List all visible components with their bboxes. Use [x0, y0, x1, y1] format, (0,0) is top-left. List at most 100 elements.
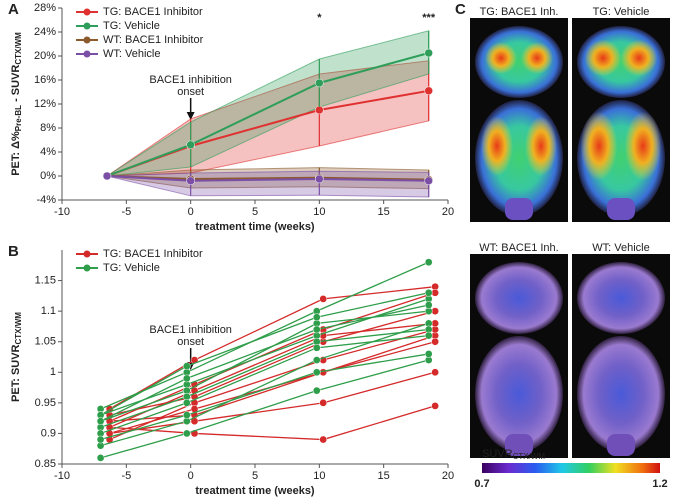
arrow-head	[186, 112, 195, 120]
x-tick-label: -5	[121, 470, 131, 482]
panel-label: C	[455, 1, 466, 18]
data-point	[431, 402, 439, 410]
subject-line	[100, 292, 429, 416]
subject-line	[100, 353, 429, 441]
subject-line	[100, 304, 429, 422]
x-tick-label: 10	[313, 470, 325, 482]
y-tick-label: 4%	[40, 146, 56, 158]
panel-label: A	[8, 1, 19, 18]
title-bg	[470, 4, 568, 18]
brain-axial	[475, 336, 563, 452]
data-point	[431, 368, 439, 377]
y-tick-label: 24%	[34, 26, 56, 38]
x-axis-label: treatment time (weeks)	[195, 221, 315, 233]
data-point	[312, 343, 321, 352]
legend-marker	[83, 22, 91, 30]
data-point	[431, 307, 439, 315]
data-point	[182, 411, 191, 419]
subject-line	[109, 405, 436, 441]
hot-spot	[481, 116, 513, 176]
hot-spot	[580, 111, 618, 181]
hot-spot	[485, 42, 517, 74]
brain-coronal	[475, 262, 563, 334]
data-point	[319, 295, 328, 303]
title-bg	[572, 4, 670, 18]
y-tick-label: 12%	[34, 98, 56, 110]
data-point	[431, 337, 439, 346]
data-point	[182, 374, 191, 383]
data-point	[312, 325, 321, 334]
annotation: onset	[177, 336, 204, 348]
hot-spot	[521, 42, 553, 74]
data-point	[431, 319, 439, 328]
legend-label: WT: Vehicle	[103, 48, 160, 60]
y-tick-label: 0.85	[35, 458, 56, 470]
subject-line	[100, 359, 429, 459]
series-line	[106, 175, 429, 182]
x-tick-label: 10	[313, 206, 325, 218]
panel-label: B	[8, 243, 19, 260]
y-tick-label: 1	[50, 366, 56, 378]
series-line	[106, 52, 429, 177]
legend-marker	[83, 36, 91, 44]
legend-marker	[83, 250, 91, 258]
subject-line	[109, 371, 436, 435]
subject-line	[109, 341, 436, 435]
x-tick-label: -5	[121, 206, 131, 218]
data-point	[186, 140, 195, 150]
brain-stem	[505, 434, 533, 456]
legend-label: TG: Vehicle	[103, 262, 160, 274]
x-tick-label: 0	[188, 470, 194, 482]
y-tick-label: 0%	[40, 170, 56, 182]
y-tick-label: 8%	[40, 122, 56, 134]
colorbar-label-part: CTX/WM	[513, 452, 546, 461]
data-point	[186, 176, 195, 186]
subject-line	[100, 328, 429, 428]
data-point	[315, 78, 324, 88]
legend-label: TG: BACE1 Inhibitor	[103, 6, 203, 18]
subject-line	[109, 286, 436, 410]
colorbar-label-part: SUVR	[482, 448, 513, 460]
image-title: TG: Vehicle	[593, 6, 650, 18]
data-point	[315, 105, 324, 115]
image-title: WT: Vehicle	[592, 242, 649, 254]
significance: *	[317, 12, 322, 24]
y-tick-label: 20%	[34, 50, 56, 62]
x-tick-label: 15	[378, 470, 390, 482]
data-point	[424, 301, 433, 309]
y-tick-label: 0.9	[41, 427, 56, 439]
subject-line	[100, 334, 429, 435]
data-point	[431, 288, 439, 297]
colorbar-max: 1.2	[652, 478, 667, 490]
significance: ***	[422, 12, 436, 24]
data-point	[96, 417, 105, 426]
data-point	[315, 174, 324, 184]
hot-spot	[620, 39, 658, 77]
subject-line	[109, 334, 436, 422]
data-point	[424, 350, 433, 358]
colorbar	[482, 463, 660, 473]
y-axis-label-part: CTX/WM	[14, 32, 23, 65]
title-bg	[470, 240, 568, 254]
brain-stem	[607, 198, 635, 220]
y-tick-label: -4%	[36, 194, 56, 206]
colorbar-label: SUVRCTX/WM	[482, 448, 545, 461]
data-point	[312, 313, 321, 322]
y-tick-label: 0.95	[35, 397, 56, 409]
data-point	[182, 362, 191, 371]
annotation: BACE1 inhibition	[149, 74, 232, 86]
legend-marker	[83, 264, 91, 272]
x-tick-label: -10	[54, 206, 70, 218]
x-tick-label: 20	[442, 470, 454, 482]
colorbar-min: 0.7	[474, 478, 489, 490]
x-tick-label: 15	[378, 206, 390, 218]
data-point	[312, 368, 321, 377]
y-axis-label: PET: Δ%Pre-BL - SUVRCTX/WM	[10, 32, 23, 176]
data-point	[312, 356, 321, 364]
data-point	[182, 429, 191, 438]
brain-stem	[607, 434, 635, 456]
brain-stem	[505, 198, 533, 220]
subject-line	[109, 322, 436, 428]
x-tick-label: -10	[54, 470, 70, 482]
